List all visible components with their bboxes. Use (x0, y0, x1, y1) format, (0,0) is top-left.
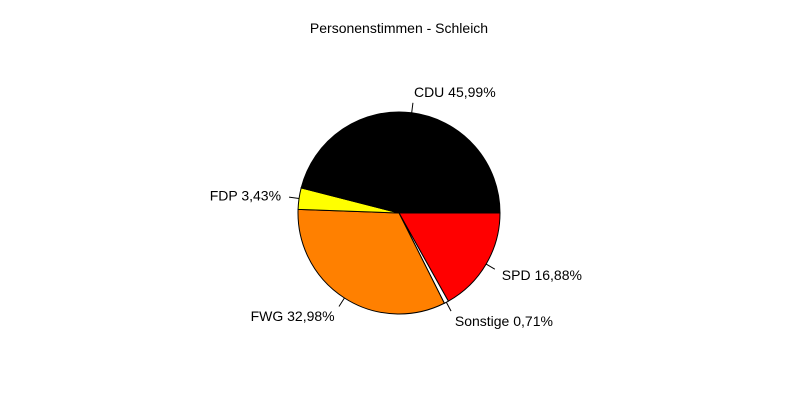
slice-label-cdu: CDU 45,99% (414, 84, 496, 100)
leader-line-sonstige (445, 301, 452, 312)
slice-label-fwg: FWG 32,98% (251, 308, 335, 324)
leader-line-cdu (411, 102, 414, 113)
pie-slice-cdu (300, 111, 501, 214)
leader-line-spd (485, 263, 496, 270)
leader-line-fwg (338, 297, 345, 307)
chart-title: Personenstimmen - Schleich (310, 20, 488, 36)
leader-line-fdp (288, 196, 300, 200)
slice-label-spd: SPD 16,88% (502, 267, 582, 283)
pie-slices (297, 111, 501, 315)
pie-slice-spd (398, 212, 501, 302)
pie-slice-fwg (297, 208, 446, 315)
slice-label-fdp: FDP 3,43% (210, 187, 281, 203)
pie-labels: SPD 16,88% Sonstige 0,71% FWG 32,98% FDP 3,… (210, 84, 582, 329)
slice-label-sonstige: Sonstige 0,71% (455, 313, 553, 329)
